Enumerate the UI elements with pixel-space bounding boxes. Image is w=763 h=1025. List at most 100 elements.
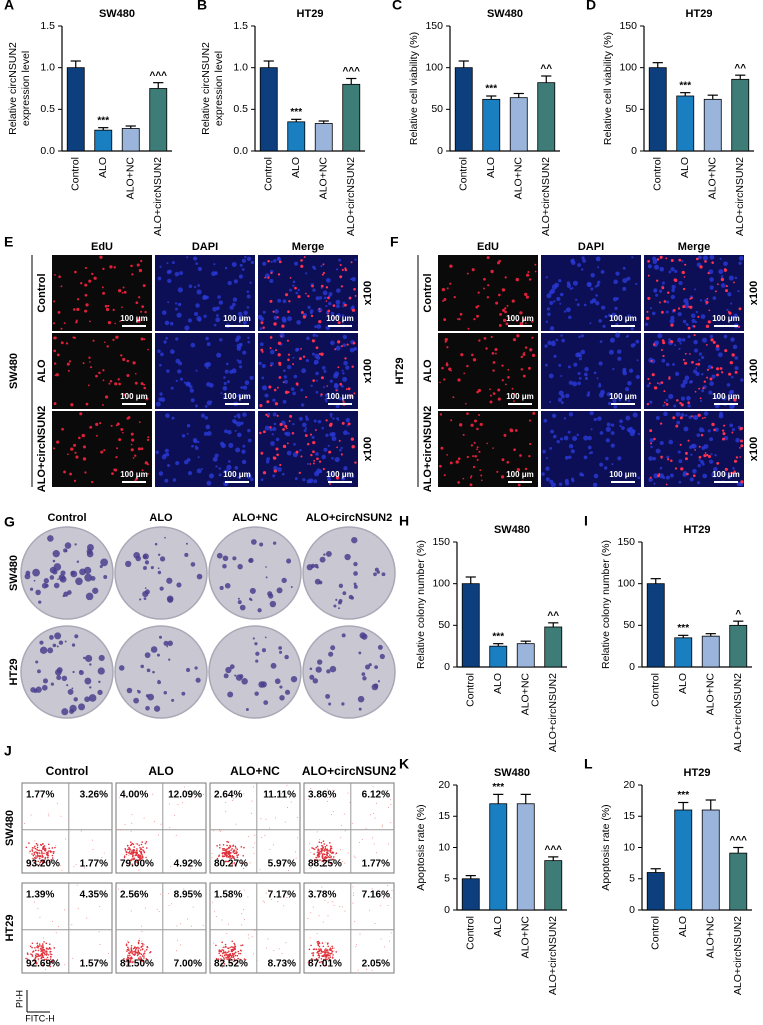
y-tick-label: 150 [617,536,635,548]
nucleus [338,259,341,262]
nucleus [588,446,592,450]
edu-dot [498,260,501,263]
edu-dot [675,425,678,428]
edu-dot [341,345,343,347]
quadrant-value: 3.86% [308,790,336,801]
nucleus [666,456,669,459]
nucleus [678,450,681,453]
bar [730,625,747,667]
edu-dot [99,256,102,259]
edu-dot [323,468,325,470]
event [126,854,128,856]
edu-dot [339,275,342,278]
nucleus [242,445,245,448]
edu-dot [114,323,116,325]
nucleus [662,359,666,363]
nucleus [584,367,589,372]
edu-dot [78,437,81,440]
nucleus [195,303,199,307]
colony [47,535,54,542]
event [326,850,327,851]
nucleus [335,457,340,462]
edu-dot [299,357,302,360]
event [318,849,320,851]
nucleus [688,335,691,338]
edu-dot [739,307,742,310]
edu-dot [466,365,468,367]
nucleus [160,397,165,402]
event [220,950,222,952]
edu-dot [484,337,487,340]
nucleus [594,372,597,375]
y-tick-label: 150 [425,20,443,32]
nucleus [273,259,277,263]
event [131,853,133,855]
event [28,842,30,844]
edu-dot [122,358,125,361]
edu-dot [497,389,500,392]
event [223,950,225,952]
nucleus [158,277,162,281]
nucleus [159,471,163,475]
edu-dot [685,452,688,455]
edu-dot [102,268,104,270]
bar [647,584,664,667]
event [24,823,25,824]
event [323,840,325,842]
colony [47,647,53,653]
edu-dot [532,354,535,357]
y-tick-label: 20 [623,779,635,791]
edu-dot [740,444,743,447]
edu-dot [274,469,277,472]
nucleus [202,296,206,300]
nucleus [250,376,254,380]
edu-dot [264,277,266,279]
nucleus [187,424,190,427]
edu-dot [316,457,319,460]
edu-dot [278,353,281,356]
event [242,855,244,857]
edu-dot [507,305,509,307]
edu-dot [321,285,324,288]
event [390,822,391,823]
nucleus [656,416,660,420]
nucleus [546,321,548,323]
nucleus [712,296,716,300]
edu-dot [463,434,465,436]
nucleus [272,399,275,402]
edu-dot [684,264,686,266]
nucleus [354,347,357,350]
nucleus [698,256,702,260]
edu-dot [138,447,141,450]
colony [151,566,154,569]
edu-dot [131,444,133,446]
event [169,827,170,828]
nucleus [572,436,577,441]
nucleus [170,322,174,326]
colony [158,680,160,682]
quadrant-value: 8.73% [268,959,296,970]
nucleus [237,433,242,438]
colony [278,646,282,650]
nucleus [623,267,626,270]
edu-dot [683,359,685,361]
nucleus [283,400,287,404]
nucleus [691,314,696,319]
nucleus [549,373,554,378]
event [129,951,131,953]
nucleus [313,479,317,483]
nucleus [690,454,692,456]
column-header: Control [46,764,89,778]
colony [224,673,229,678]
nucleus [329,432,333,436]
event [345,911,346,912]
event [238,953,240,955]
chart-title: HT29 [297,8,324,20]
significance-label: *** [290,107,302,118]
colony [344,554,350,560]
event [235,850,237,852]
nucleus [702,338,707,343]
colony [25,573,31,579]
event [376,803,377,804]
edu-dot [61,285,63,287]
